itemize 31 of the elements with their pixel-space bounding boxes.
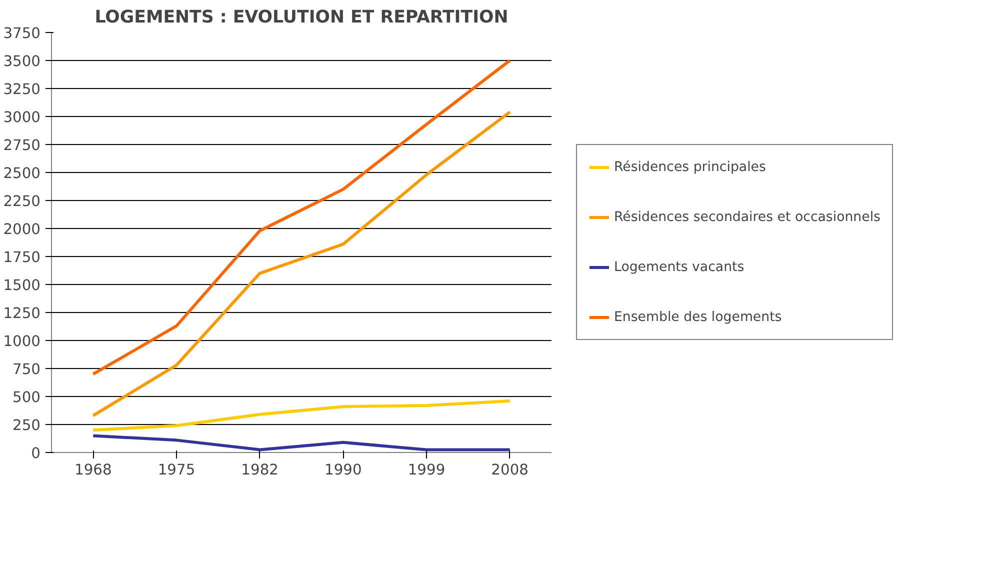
x-tick-label: 1990 (324, 462, 362, 478)
y-tick-label: 1750 (3, 249, 41, 266)
y-tick-label: 3000 (3, 109, 41, 126)
line-series (92, 434, 512, 452)
line-series (92, 399, 512, 432)
legend-label: Résidences principales (614, 160, 766, 174)
x-tick-label: 1999 (408, 462, 446, 478)
y-tick-label: 2750 (3, 137, 41, 154)
line-series (92, 59, 512, 376)
x-tick-label: 1975 (158, 462, 196, 478)
y-tick-label: 250 (12, 417, 41, 434)
y-tick-label: 2000 (3, 221, 41, 238)
y-tick-label: 1000 (3, 333, 41, 350)
y-tick-label: 3250 (3, 81, 41, 98)
y-tick-label: 2500 (3, 165, 41, 182)
y-tick-label: 750 (12, 361, 41, 378)
y-tick-label: 3500 (3, 53, 41, 70)
x-tick-label: 2008 (491, 462, 528, 478)
chart-title: LOGEMENTS : EVOLUTION ET REPARTITION (94, 8, 508, 28)
legend-label: Résidences secondaires et occasionnels (614, 210, 880, 224)
y-tick-label: 0 (31, 445, 41, 462)
x-tick-label: 1968 (74, 462, 112, 478)
y-tick-label: 3750 (3, 25, 41, 42)
y-tick-label: 2250 (3, 193, 41, 210)
legend-label: Logements vacants (614, 260, 744, 274)
y-tick-label: 500 (12, 389, 41, 406)
x-tick-label: 1982 (241, 462, 278, 478)
line-series (92, 110, 512, 418)
legend-label: Ensemble des logements (614, 310, 782, 324)
y-tick-label: 1500 (3, 277, 41, 294)
y-tick-label: 1250 (3, 305, 41, 322)
